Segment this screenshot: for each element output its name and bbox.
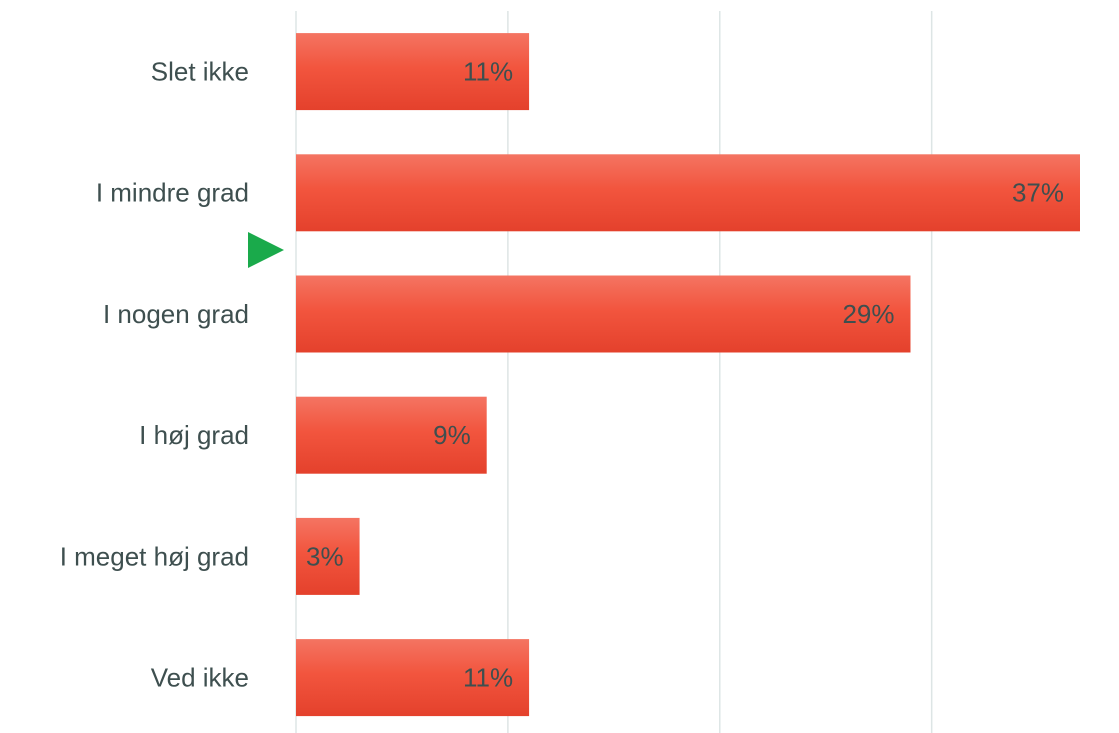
bar: [296, 396, 487, 474]
value-label: 3%: [306, 541, 344, 571]
category-label: Ved ikke: [151, 662, 249, 692]
bar: [296, 517, 360, 595]
value-label: 11%: [463, 56, 513, 86]
value-label: 29%: [842, 299, 894, 329]
pointer-arrow: [248, 232, 284, 268]
value-label: 37%: [1012, 178, 1064, 208]
grid: [295, 11, 933, 733]
category-label: I nogen grad: [103, 299, 249, 329]
category-label: I mindre grad: [96, 178, 249, 208]
bar: [296, 33, 530, 111]
value-label: 11%: [463, 662, 513, 692]
bars: Slet ikke 11% I mindre grad 37% I nogen grad…: [60, 33, 1080, 717]
value-label: 9%: [433, 420, 471, 450]
category-label: I meget høj grad: [60, 541, 249, 571]
bar: [296, 275, 911, 353]
category-label: Slet ikke: [151, 56, 249, 86]
bar: [296, 154, 1080, 232]
category-label: I høj grad: [139, 420, 249, 450]
bar: [296, 639, 530, 717]
